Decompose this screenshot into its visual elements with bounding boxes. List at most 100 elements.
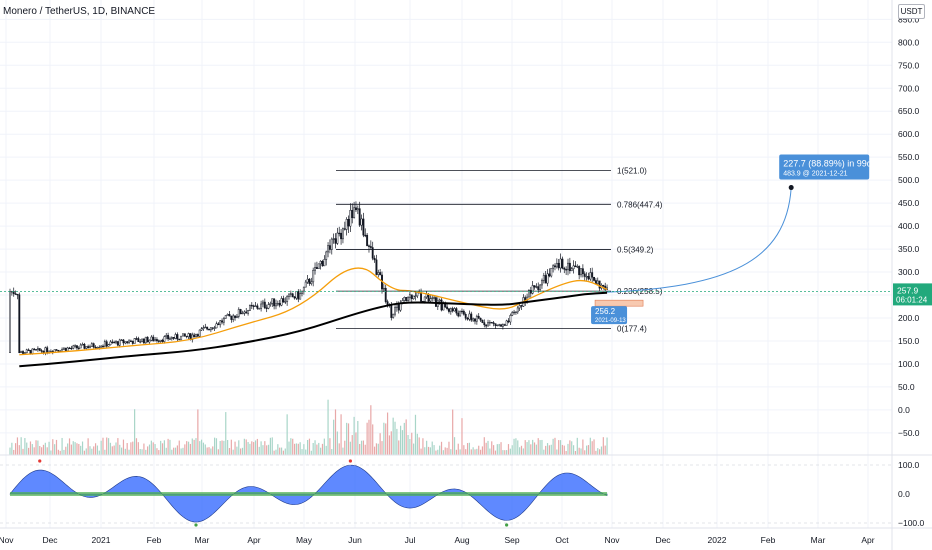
volume-bar	[225, 412, 227, 455]
volume-bar	[520, 445, 523, 455]
volume-bar	[29, 441, 32, 455]
candle-body	[408, 294, 411, 298]
volume-bar	[561, 444, 564, 455]
candle-body	[462, 310, 465, 315]
volume-bar	[597, 448, 599, 455]
volume-bar	[427, 446, 430, 455]
volume-bar	[178, 440, 180, 455]
volume-bar	[106, 437, 108, 455]
candle-body	[178, 338, 181, 341]
candle-body	[62, 347, 65, 350]
candle-body	[122, 339, 125, 344]
volume-bar	[472, 447, 474, 455]
candle-body	[492, 322, 495, 324]
candle-body	[267, 304, 270, 309]
candle-body	[254, 305, 257, 307]
candle-body	[567, 262, 569, 270]
volume-bar	[297, 443, 299, 455]
candle-body	[96, 347, 99, 349]
volume-bar	[117, 438, 119, 455]
volume-bar	[548, 445, 550, 455]
time-tick-label: Jun	[348, 535, 362, 545]
buy-signal-dot	[194, 523, 198, 527]
volume-bar	[444, 447, 446, 455]
candle-body	[375, 259, 378, 275]
volume-bar	[316, 444, 318, 455]
volume-bar	[91, 448, 93, 455]
candle-body	[501, 324, 504, 327]
volume-bar	[479, 449, 482, 455]
volume-bar	[93, 446, 95, 455]
oscillator-zero-band	[10, 492, 608, 496]
candle-body	[100, 345, 103, 348]
candle-body	[289, 293, 292, 295]
volume-bar	[333, 419, 335, 455]
volume-bar	[372, 424, 374, 455]
candle-body	[33, 348, 36, 351]
candle-body	[295, 291, 298, 299]
volume-bar	[243, 438, 245, 455]
candle-body	[477, 315, 480, 319]
oscillator-pane	[0, 459, 892, 527]
candle-body	[193, 334, 196, 338]
volume-bar	[156, 448, 158, 455]
volume-bar	[228, 448, 231, 455]
volume-bar	[433, 445, 435, 455]
candle-body	[509, 315, 512, 323]
candle-body	[16, 293, 19, 296]
candle-body	[187, 333, 190, 337]
volume-bar	[357, 420, 359, 455]
volume-bar	[468, 442, 471, 455]
volume-bar	[100, 440, 102, 455]
time-tick-label: Aug	[454, 535, 469, 545]
candle-body	[208, 328, 210, 331]
candle-body	[513, 311, 516, 314]
volume-bar	[394, 421, 396, 455]
volume-bar	[314, 440, 316, 455]
candle-body	[394, 307, 396, 315]
candle-body	[72, 345, 75, 349]
volume-bar	[119, 444, 121, 455]
candle-body	[111, 341, 114, 343]
candle-body	[174, 334, 177, 339]
volume-bar	[256, 438, 258, 455]
projection-drawing[interactable]: 227.7 (88.89%) in 99d 483.9 @ 2021-12-21 2…	[591, 154, 872, 325]
volume-bar	[559, 440, 562, 455]
volume-bar	[135, 438, 138, 455]
volume-bar	[545, 445, 547, 455]
candle-body	[222, 318, 225, 323]
volume-bar	[461, 418, 463, 455]
currency-button[interactable]: USDT	[898, 4, 925, 19]
candle-body	[14, 293, 17, 295]
candle-body	[109, 341, 112, 345]
candle-body	[576, 266, 579, 268]
candle-body	[308, 278, 311, 284]
volume-bar	[139, 448, 141, 455]
volume-bar	[85, 448, 87, 455]
candle-body	[360, 218, 363, 226]
candle-body	[301, 290, 303, 294]
candle-body	[533, 285, 536, 288]
candle-body	[518, 305, 521, 309]
volume-bar	[288, 441, 290, 455]
volume-bar	[509, 448, 511, 455]
candle-body	[384, 287, 387, 302]
candle-body	[150, 336, 153, 341]
candle-body	[57, 349, 60, 352]
volume-bar	[299, 442, 301, 455]
price-tick-label: 300.0	[898, 267, 920, 277]
candle-body	[61, 348, 64, 352]
volume-bar	[543, 449, 545, 455]
candle-body	[137, 338, 140, 342]
volume-bar	[295, 443, 298, 455]
candle-body	[195, 334, 197, 338]
volume-bar	[418, 437, 420, 455]
volume-bar	[249, 443, 251, 455]
volume-bar	[115, 442, 117, 455]
volume-bar	[576, 437, 578, 455]
candle-body	[347, 219, 350, 227]
volume-bar	[200, 439, 203, 455]
candle-body	[271, 298, 274, 304]
